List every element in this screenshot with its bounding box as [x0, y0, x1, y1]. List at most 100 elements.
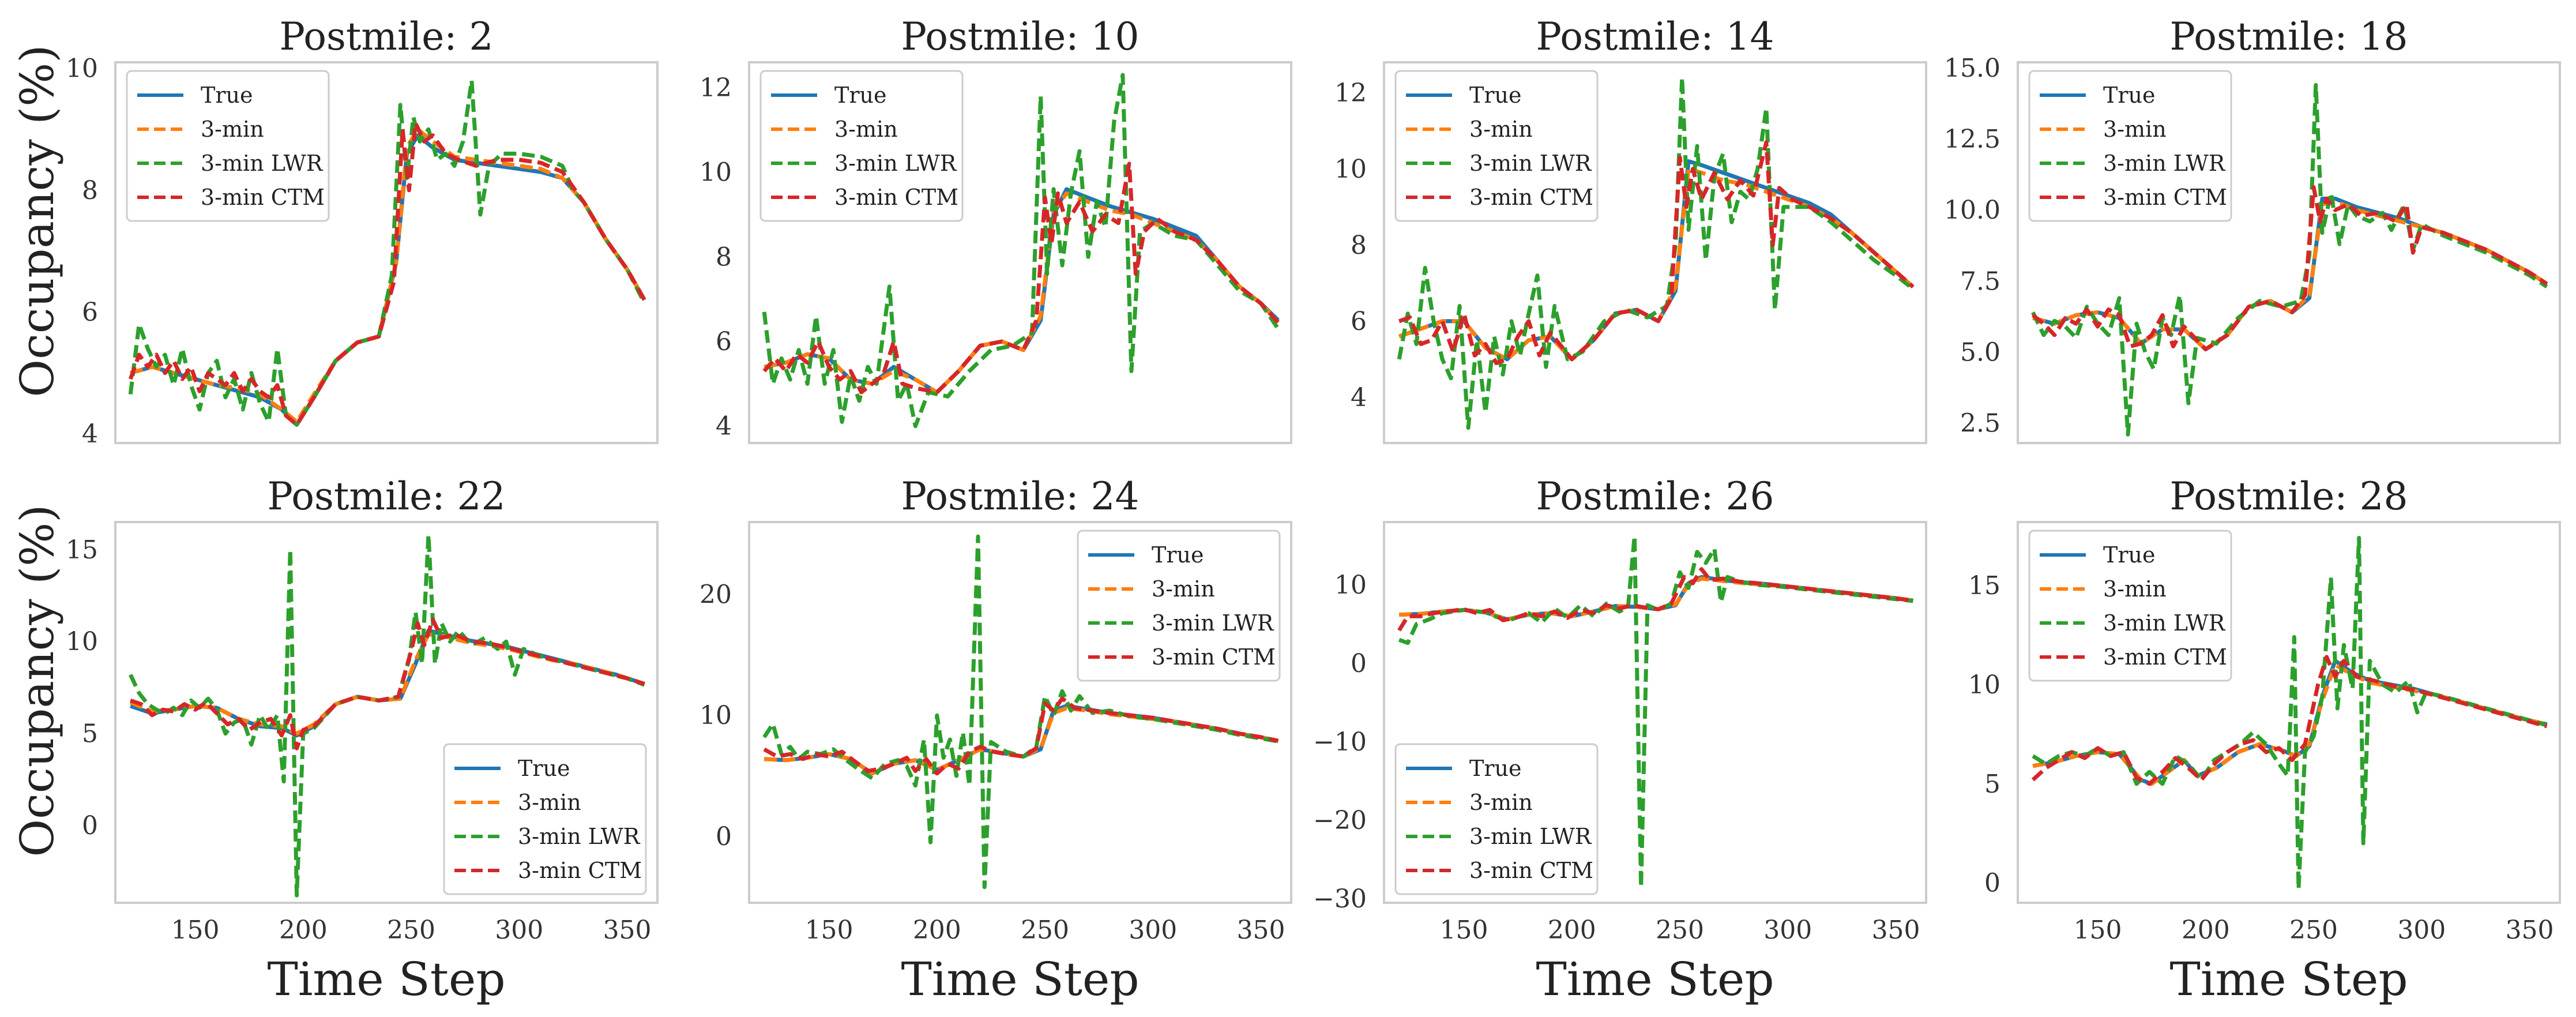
y-tick-label: 15.0	[1944, 54, 2000, 83]
x-tick-label: 200	[913, 915, 961, 945]
subplot-title: Postmile: 18	[2170, 14, 2408, 59]
series-lines	[2031, 82, 2548, 437]
y-tick-label: 4	[1351, 383, 1367, 412]
legend-label: 3-min CTM	[518, 858, 642, 883]
y-tick-label: 0	[82, 811, 98, 840]
legend: True 3-min 3-min LWR 3-min CTM	[1394, 743, 1599, 895]
y-tick-label: −20	[1313, 806, 1367, 835]
x-tick-label: 250	[387, 915, 435, 945]
plot-frame	[2017, 521, 2561, 904]
x-tick-label: 150	[1440, 915, 1488, 945]
legend-box	[2028, 530, 2232, 682]
series-lines	[1397, 534, 1913, 890]
legend-label: 3-min LWR	[1469, 151, 1592, 176]
legend-label: 3-min	[518, 790, 581, 815]
plot-frame	[114, 61, 659, 444]
subplot-title: Postmile: 14	[1536, 14, 1774, 59]
legend-label: 3-min CTM	[834, 185, 958, 210]
subplot-title: Postmile: 2	[280, 14, 494, 59]
legend-label: 3-min	[1152, 576, 1215, 602]
y-tick-label: 10	[1334, 571, 1367, 600]
x-tick-label: 250	[1656, 915, 1704, 945]
y-tick-label: 12	[1334, 78, 1367, 108]
legend-label: 3-min	[2103, 117, 2167, 142]
legend-box	[2028, 70, 2232, 222]
series-lines	[1397, 75, 1915, 430]
y-tick-label: 10	[66, 627, 98, 656]
y-tick-label: 15	[1968, 571, 2000, 601]
subplot-title: Postmile: 24	[901, 474, 1140, 519]
plot-frame	[748, 521, 1292, 904]
y-tick-label: 10	[1968, 670, 2000, 700]
y-tick-label: 10	[700, 158, 732, 187]
legend-label: True	[1152, 542, 1204, 568]
y-tick-label: 5.0	[1960, 337, 2000, 367]
legend-box	[1394, 743, 1599, 895]
legend-label: 3-min LWR	[2103, 151, 2226, 176]
x-tick-label: 300	[2397, 915, 2446, 945]
x-tick-label: 250	[2289, 915, 2338, 945]
y-tick-label: −30	[1313, 884, 1367, 914]
subplot-title: Postmile: 26	[1536, 474, 1774, 519]
legend-box	[126, 70, 330, 222]
legend-label: True	[1469, 756, 1521, 781]
legend-label: 3-min CTM	[1152, 644, 1276, 670]
y-tick-label: 5	[1984, 770, 2000, 799]
subplot-7: Postmile: 26 −30 −20 −10 0 10 150 200 250 300 350 T…	[1313, 474, 1927, 1006]
legend-box	[1077, 530, 1281, 682]
series-line-3-min-ctm	[1398, 140, 1915, 365]
legend-box	[759, 70, 964, 222]
series-line-3-min	[129, 632, 645, 736]
legend: True 3-min 3-min LWR 3-min CTM	[1077, 530, 1281, 682]
y-tick-label: 4	[82, 419, 98, 449]
y-tick-label: 12	[700, 73, 732, 103]
legend-box	[1394, 70, 1599, 222]
series-line-3-min-ctm	[2032, 185, 2548, 351]
legend-label: True	[201, 82, 253, 108]
series-lines	[762, 73, 1280, 429]
y-tick-label: 15	[66, 535, 98, 565]
subplot-4: Postmile: 18 2.5 5.0 7.5 10.0 12.5 15.0 True 3-m…	[1944, 14, 2561, 444]
y-tick-label: 6	[716, 327, 732, 356]
x-axis-label: Time Step	[2169, 952, 2408, 1006]
legend-label: True	[2103, 82, 2155, 108]
series-line-3-min-lwr	[2032, 536, 2548, 891]
series-line-3-min	[764, 706, 1279, 776]
x-axis-label: Time Step	[901, 952, 1139, 1006]
series-line-true	[764, 704, 1279, 776]
legend-label: True	[1469, 82, 1521, 108]
series-line-3-min	[764, 191, 1280, 395]
legend-label: 3-min CTM	[1469, 185, 1593, 210]
x-tick-label: 350	[1872, 915, 1920, 945]
plot-frame	[2017, 61, 2561, 444]
x-tick-label: 350	[603, 915, 652, 945]
y-tick-label: 8	[716, 242, 732, 272]
plot-frame	[1383, 61, 1927, 444]
legend: True 3-min 3-min LWR 3-min CTM	[443, 743, 647, 895]
series-line-3-min-lwr	[1398, 534, 1913, 890]
legend-label: 3-min	[1469, 790, 1533, 815]
series-lines	[2031, 536, 2548, 891]
y-tick-label: 20	[700, 580, 732, 610]
x-tick-label: 350	[1237, 915, 1285, 945]
legend-label: 3-min LWR	[1152, 610, 1274, 636]
legend-label: 3-min LWR	[2103, 610, 2226, 636]
y-tick-label: 0	[716, 822, 732, 851]
series-line-3-min-lwr	[762, 73, 1280, 429]
series-line-3-min-ctm	[763, 696, 1279, 776]
y-tick-label: 10	[1334, 155, 1367, 184]
series-lines	[128, 78, 646, 427]
legend-label: 3-min	[1469, 117, 1533, 142]
y-tick-label: 6	[82, 298, 98, 327]
subplot-8: Postmile: 28 0 5 10 15 150 200 250 300 350 Time St…	[1968, 474, 2561, 1006]
y-tick-label: 8	[1351, 231, 1367, 260]
y-tick-label: 5	[82, 719, 98, 749]
series-lines	[762, 534, 1279, 890]
subplot-1: Postmile: 2 4 6 8 10 True 3-min 3-min LWR 3-min …	[66, 14, 659, 449]
x-tick-label: 300	[1763, 915, 1812, 945]
legend: True 3-min 3-min LWR 3-min CTM	[2028, 70, 2232, 222]
legend-label: 3-min	[2103, 576, 2167, 602]
x-tick-label: 250	[1021, 915, 1069, 945]
